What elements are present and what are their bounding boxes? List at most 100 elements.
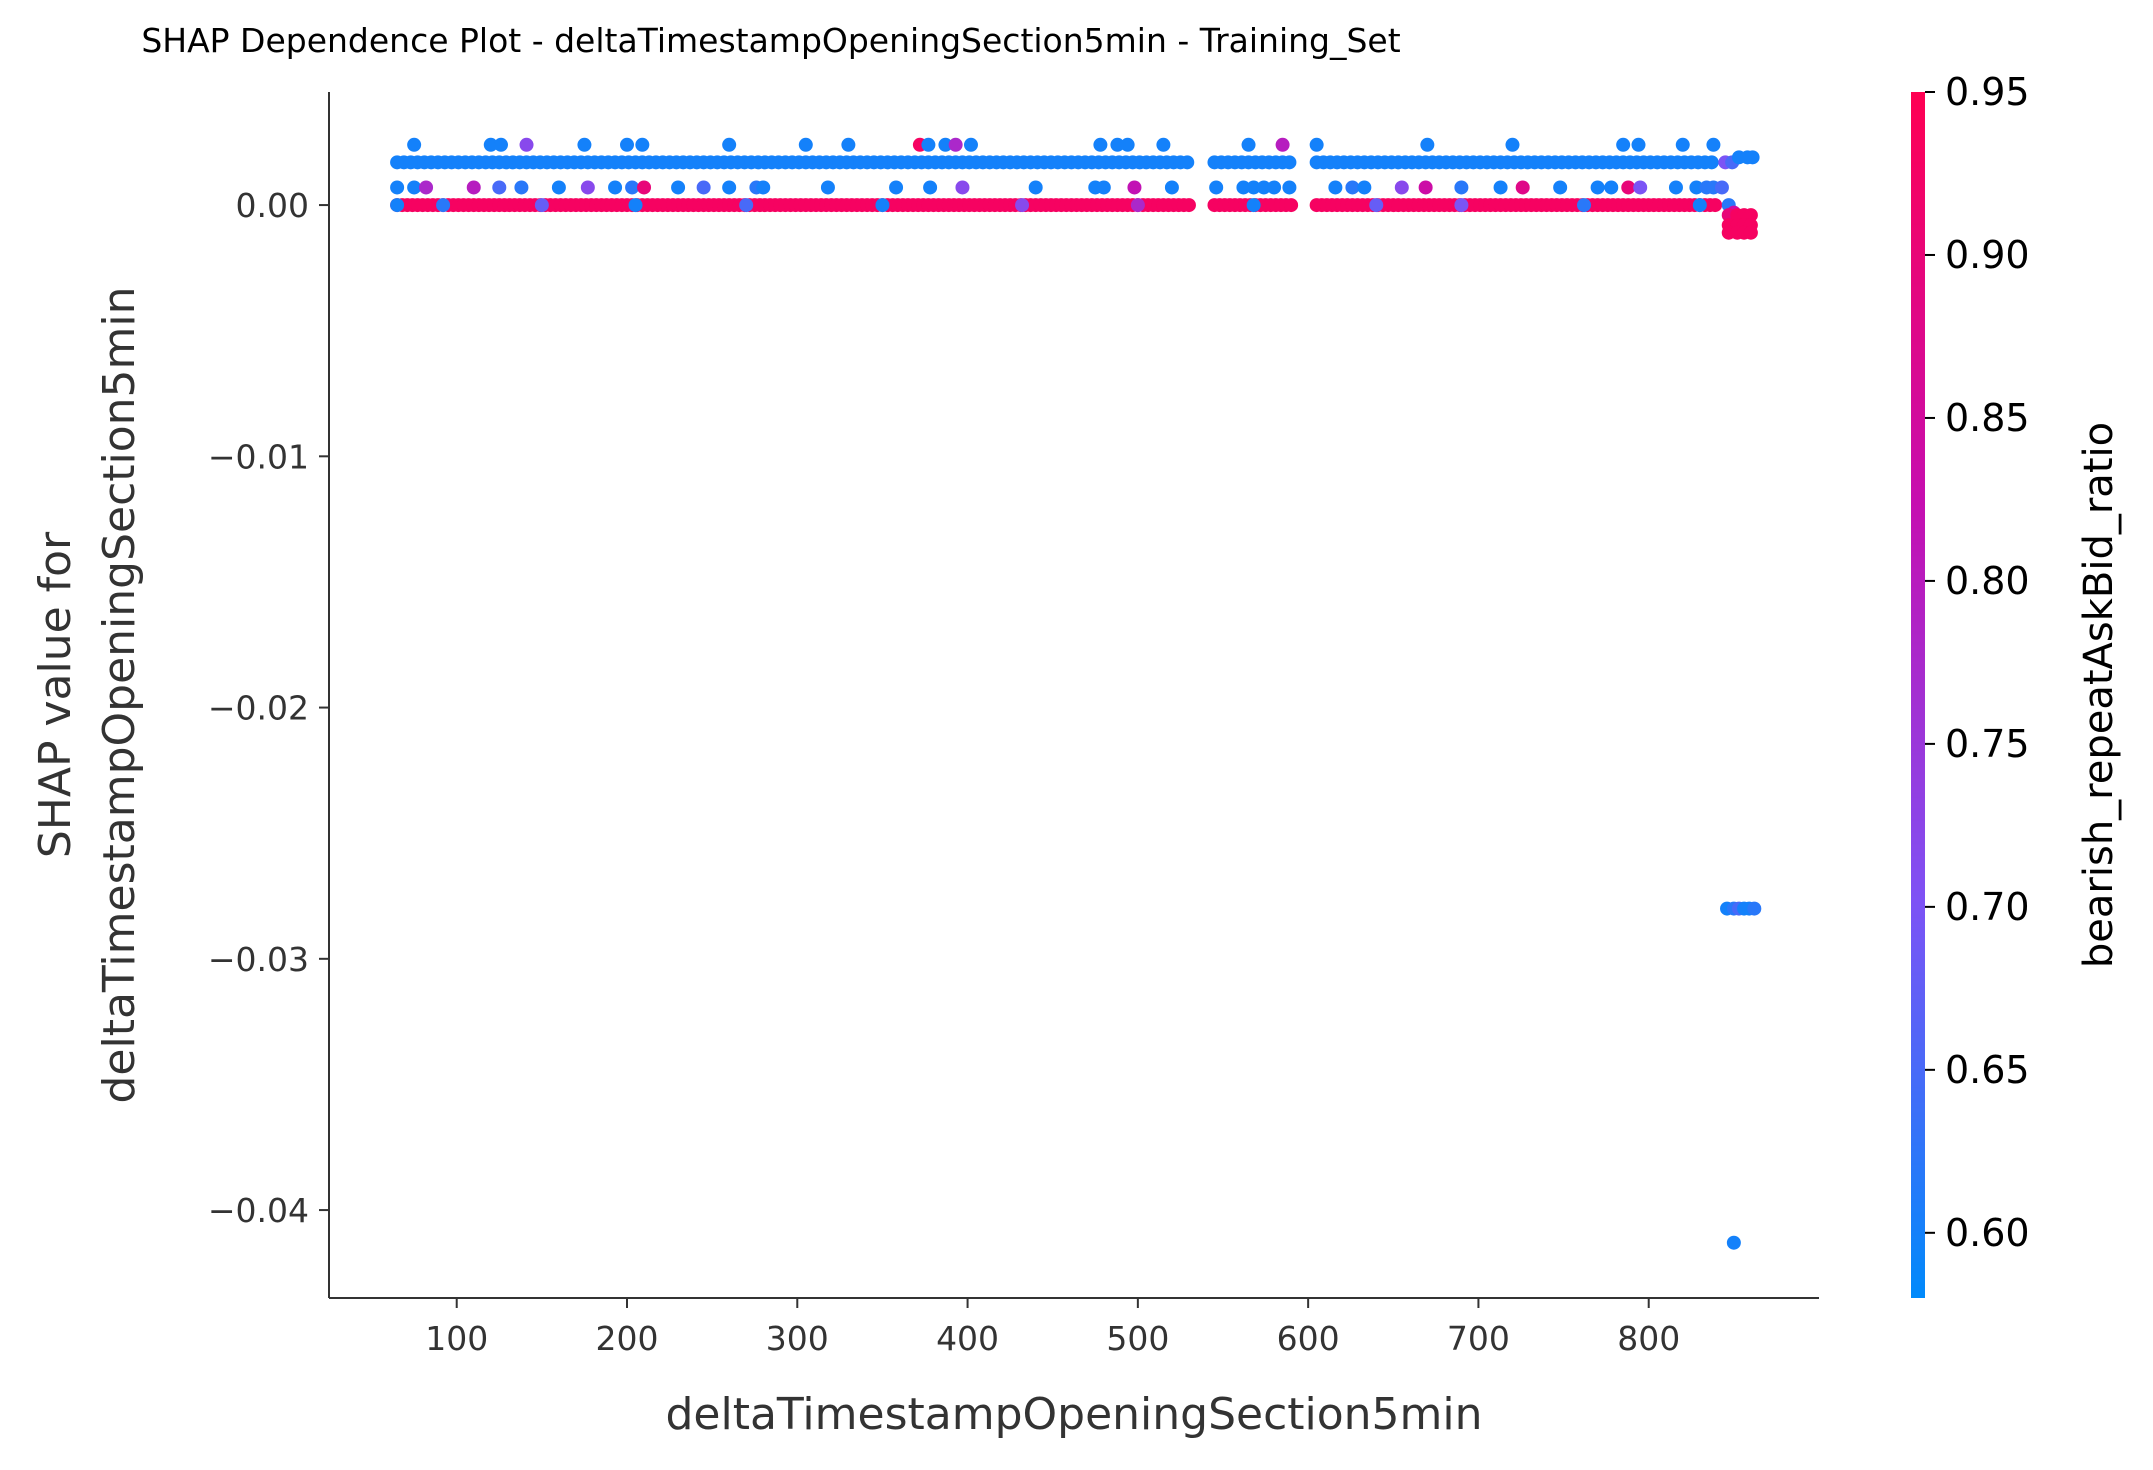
data-point	[577, 137, 592, 152]
data-point	[1357, 180, 1372, 195]
data-point	[551, 180, 566, 195]
data-point	[1668, 180, 1683, 195]
data-point	[820, 180, 835, 195]
data-point	[419, 180, 434, 195]
data-point	[1505, 137, 1520, 152]
y-tick-label: −0.04	[208, 1191, 309, 1230]
data-point	[955, 180, 970, 195]
x-tick-label: 400	[936, 1319, 999, 1358]
data-point	[1689, 180, 1704, 195]
data-point	[841, 137, 856, 152]
x-tick-label: 200	[596, 1319, 659, 1358]
data-point	[390, 198, 405, 213]
colorbar-gradient	[1911, 92, 1925, 1298]
data-point	[1181, 198, 1196, 213]
data-point	[1180, 155, 1195, 170]
data-point	[1246, 180, 1261, 195]
colorbar-tick-label: 0.80	[1945, 559, 2030, 603]
x-tick-label: 600	[1277, 1319, 1340, 1358]
data-point	[1369, 198, 1384, 213]
data-point	[696, 180, 711, 195]
colorbar-tick-label: 0.65	[1945, 1048, 2030, 1092]
data-point	[1743, 225, 1758, 240]
data-point	[1577, 198, 1592, 213]
data-point	[1394, 180, 1409, 195]
colorbar: 0.60 0.65 0.70 0.75 0.80 0.85 0.90 0.95 bearish…	[1911, 70, 2122, 1298]
colorbar-tick-label: 0.90	[1945, 233, 2030, 277]
colorbar-tick-label: 0.70	[1945, 885, 2030, 929]
x-axis-label: deltaTimestampOpeningSection5min	[665, 1389, 1482, 1440]
data-point	[390, 180, 405, 195]
colorbar-label: bearish_repeatAskBid_ratio	[2076, 422, 2122, 968]
data-point	[628, 198, 643, 213]
data-point	[1236, 180, 1251, 195]
data-point	[580, 180, 595, 195]
data-point	[1454, 198, 1469, 213]
data-point	[1692, 198, 1707, 213]
data-point	[436, 198, 451, 213]
data-point	[1631, 137, 1646, 152]
data-point	[963, 137, 978, 152]
y-axis-ticks: 0.00 −0.01 −0.02 −0.03 −0.04	[208, 186, 329, 1230]
data-point	[722, 137, 737, 152]
data-point	[1714, 180, 1729, 195]
data-point	[923, 180, 938, 195]
data-point	[722, 180, 737, 195]
data-point	[1110, 137, 1125, 152]
y-axis-label-line1: SHAP value for	[30, 531, 81, 858]
data-point	[1745, 150, 1760, 165]
data-point	[637, 180, 652, 195]
data-point	[466, 180, 481, 195]
x-tick-label: 500	[1106, 1319, 1169, 1358]
data-point	[1093, 137, 1108, 152]
data-point	[1675, 137, 1690, 152]
data-point	[1209, 180, 1224, 195]
data-point	[1241, 137, 1256, 152]
data-point	[483, 137, 498, 152]
data-point	[1708, 198, 1723, 213]
data-point	[407, 180, 422, 195]
x-axis-ticks: 100 200 300 400 500 600 700 800	[425, 1298, 1680, 1358]
data-point	[407, 137, 422, 152]
data-point	[1246, 198, 1261, 213]
colorbar-tick-label: 0.95	[1945, 70, 2030, 114]
data-point	[1156, 137, 1171, 152]
x-tick-label: 800	[1617, 1319, 1680, 1358]
data-point	[1120, 137, 1135, 152]
data-point	[1493, 180, 1508, 195]
data-point	[948, 137, 963, 152]
data-point	[1420, 137, 1435, 152]
data-point	[1127, 180, 1142, 195]
y-tick-label: −0.01	[208, 437, 309, 476]
data-point	[1275, 137, 1290, 152]
data-point	[608, 180, 623, 195]
data-point	[889, 180, 904, 195]
y-tick-label: −0.03	[208, 940, 309, 979]
plot-area: 100 200 300 400 500 600 700 800 0.00 −0.01 −0.02 −…	[208, 92, 1819, 1358]
data-point	[1015, 198, 1030, 213]
data-point	[671, 180, 686, 195]
x-tick-label: 700	[1447, 1319, 1510, 1358]
data-point	[739, 198, 754, 213]
data-point	[938, 137, 953, 152]
data-point	[1282, 155, 1297, 170]
data-point	[756, 180, 771, 195]
data-point	[1130, 198, 1145, 213]
data-point	[1553, 180, 1568, 195]
data-point	[620, 137, 634, 152]
chart-title: SHAP Dependence Plot - deltaTimestampOpe…	[141, 21, 1400, 60]
data-point	[1706, 137, 1721, 152]
colorbar-tick-label: 0.75	[1945, 722, 2030, 766]
data-point	[492, 180, 507, 195]
colorbar-ticks: 0.60 0.65 0.70 0.75 0.80 0.85 0.90 0.95	[1925, 70, 2030, 1255]
data-point	[875, 198, 890, 213]
data-point	[1418, 180, 1433, 195]
data-point	[1747, 901, 1762, 916]
data-point	[1309, 137, 1324, 152]
data-point	[1096, 180, 1111, 195]
data-point	[519, 137, 534, 152]
y-tick-label: 0.00	[236, 186, 309, 225]
data-point	[921, 137, 936, 152]
data-point	[1726, 1235, 1741, 1250]
